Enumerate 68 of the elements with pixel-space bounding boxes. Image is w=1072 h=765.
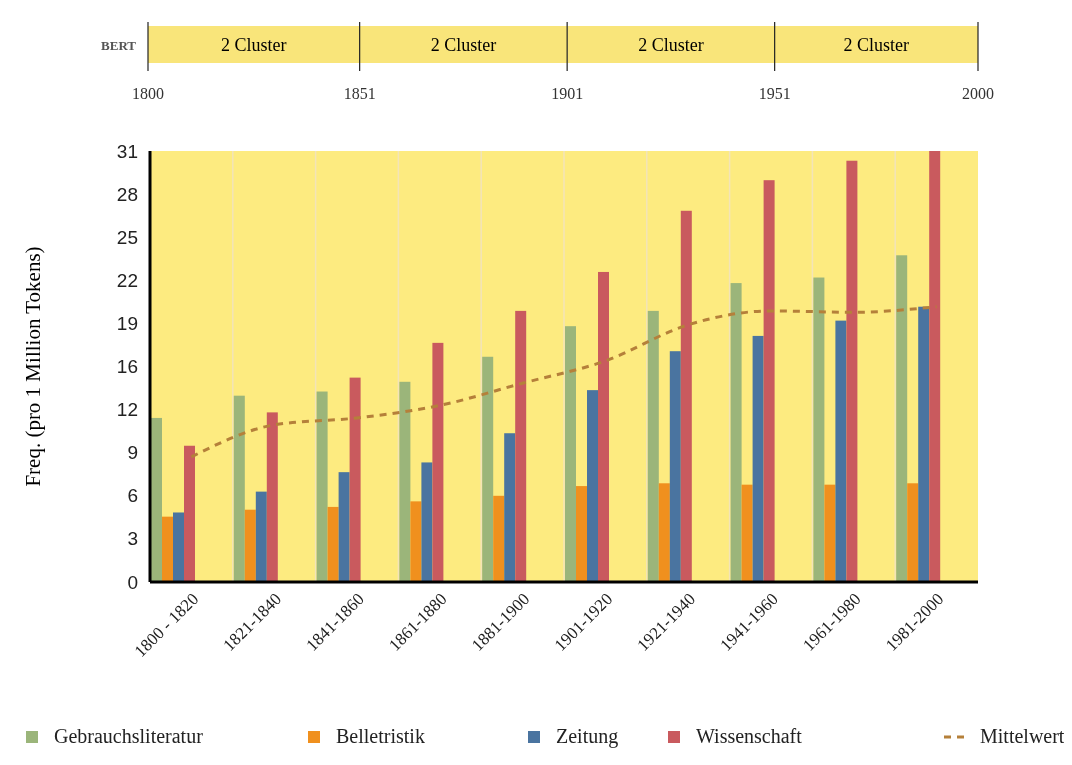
legend-label: Belletristik	[336, 725, 425, 747]
bar	[598, 271, 609, 582]
bar	[669, 351, 681, 582]
bar	[647, 310, 659, 582]
bar	[835, 320, 847, 582]
x-tick-label: 1951	[758, 85, 791, 102]
bar	[399, 381, 411, 582]
bar	[349, 377, 361, 582]
x-tick-label: 1800	[132, 85, 164, 102]
x-tick-label: 1901	[551, 85, 584, 102]
legend-label: Zeitung	[556, 725, 619, 748]
bar	[752, 335, 764, 582]
y-tick-label: 19	[116, 312, 138, 334]
bar	[504, 433, 516, 582]
legend-label: Mittelwert	[980, 725, 1065, 747]
y-tick-label: 28	[116, 183, 138, 205]
y-tick-label: 25	[116, 226, 138, 248]
bar	[432, 342, 444, 582]
bar	[576, 486, 587, 582]
bar	[565, 326, 576, 582]
bar	[680, 210, 692, 582]
bar	[255, 491, 267, 582]
y-tick-label: 31	[116, 140, 138, 162]
bar	[929, 151, 941, 582]
bar	[763, 180, 775, 582]
bar	[244, 509, 256, 582]
band-label: 2 Cluster	[843, 34, 910, 55]
bar	[338, 472, 350, 582]
bar	[515, 310, 527, 582]
x-tick-label: 2000	[962, 85, 994, 102]
bar	[327, 506, 339, 582]
bar	[846, 160, 858, 582]
y-axis-title: Freq. (pro 1 Million Tokens)	[21, 246, 45, 487]
bar	[162, 516, 173, 582]
bar	[316, 391, 328, 582]
bar	[410, 501, 422, 582]
bar	[266, 412, 278, 582]
bar	[151, 417, 162, 582]
bar	[658, 483, 670, 582]
bar	[493, 495, 505, 582]
bar	[482, 356, 494, 582]
bar	[741, 484, 753, 582]
y-tick-label: 0	[127, 571, 138, 593]
bar	[730, 283, 742, 582]
legend-label: Wissenschaft	[696, 725, 803, 747]
bar	[824, 484, 836, 582]
bar	[173, 512, 184, 582]
line-series	[189, 305, 939, 459]
bar	[233, 395, 245, 582]
band-label: 2 Cluster	[430, 34, 497, 55]
legend-label: Gebrauchsliteratur	[54, 725, 204, 747]
band-label: 2 Cluster	[221, 34, 287, 55]
y-tick-label: 16	[116, 356, 138, 377]
bar	[587, 390, 598, 582]
bar	[813, 277, 825, 582]
bar	[918, 306, 930, 582]
y-tick-label: 6	[127, 485, 138, 507]
y-tick-label: 9	[127, 442, 138, 464]
bar	[896, 255, 908, 582]
band-label: 2 Cluster	[638, 34, 704, 55]
bar	[184, 445, 195, 582]
x-tick-label: 1851	[343, 85, 376, 102]
y-tick-label: 3	[127, 528, 138, 550]
bar	[907, 483, 919, 582]
y-tick-label: 12	[116, 399, 138, 421]
y-tick-label: BERT	[101, 37, 137, 53]
bar	[421, 462, 433, 582]
y-tick-label: 22	[116, 269, 138, 291]
